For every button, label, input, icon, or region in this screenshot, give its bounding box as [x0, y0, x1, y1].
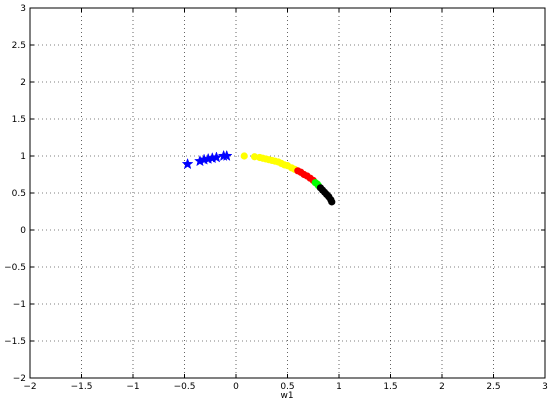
y-tick-label: −2 — [13, 374, 26, 384]
x-axis-label: w1 — [280, 391, 293, 401]
x-tick-label: 1 — [336, 382, 342, 392]
x-tick-label: 1.5 — [383, 382, 397, 392]
x-tick-label: 3 — [542, 382, 548, 392]
x-tick-label: 2.5 — [486, 382, 500, 392]
data-point-star — [181, 157, 194, 170]
y-tick-label: 2 — [20, 78, 26, 88]
y-tick-label: 0.5 — [12, 189, 26, 199]
data-series — [181, 149, 336, 206]
x-tick-label: −2 — [23, 382, 36, 392]
y-tick-label: −1.5 — [4, 337, 26, 347]
series-4 — [316, 184, 336, 206]
grid-lines — [30, 8, 545, 378]
x-tick-label: −1 — [126, 382, 139, 392]
x-tick-label: −0.5 — [174, 382, 196, 392]
data-point-star — [220, 149, 233, 162]
x-tick-label: 0.5 — [280, 382, 294, 392]
y-tick-label: −1 — [13, 300, 26, 310]
y-tick-label: −0.5 — [4, 263, 26, 273]
x-tick-label: 2 — [439, 382, 445, 392]
y-tick-label: 1.5 — [12, 115, 26, 125]
y-tick-label: 0 — [20, 226, 26, 236]
y-tick-label: 3 — [20, 4, 26, 14]
data-point — [328, 198, 336, 206]
plot-frame — [29, 7, 546, 379]
y-tick-labels: −2 −1.5 −1 −0.5 0 0.5 1 1.5 2 2.5 3 — [4, 4, 26, 384]
y-tick-label: 1 — [20, 152, 26, 162]
x-tick-label: −1.5 — [71, 382, 93, 392]
data-point — [240, 152, 248, 160]
y-tick-label: 2.5 — [12, 41, 26, 51]
series-1 — [240, 152, 299, 173]
x-tick-labels: −2 −1.5 −1 −0.5 0 0.5 1 1.5 2 2.5 3 — [23, 382, 548, 392]
x-tick-label: 0 — [233, 382, 239, 392]
series-0 — [181, 149, 233, 170]
